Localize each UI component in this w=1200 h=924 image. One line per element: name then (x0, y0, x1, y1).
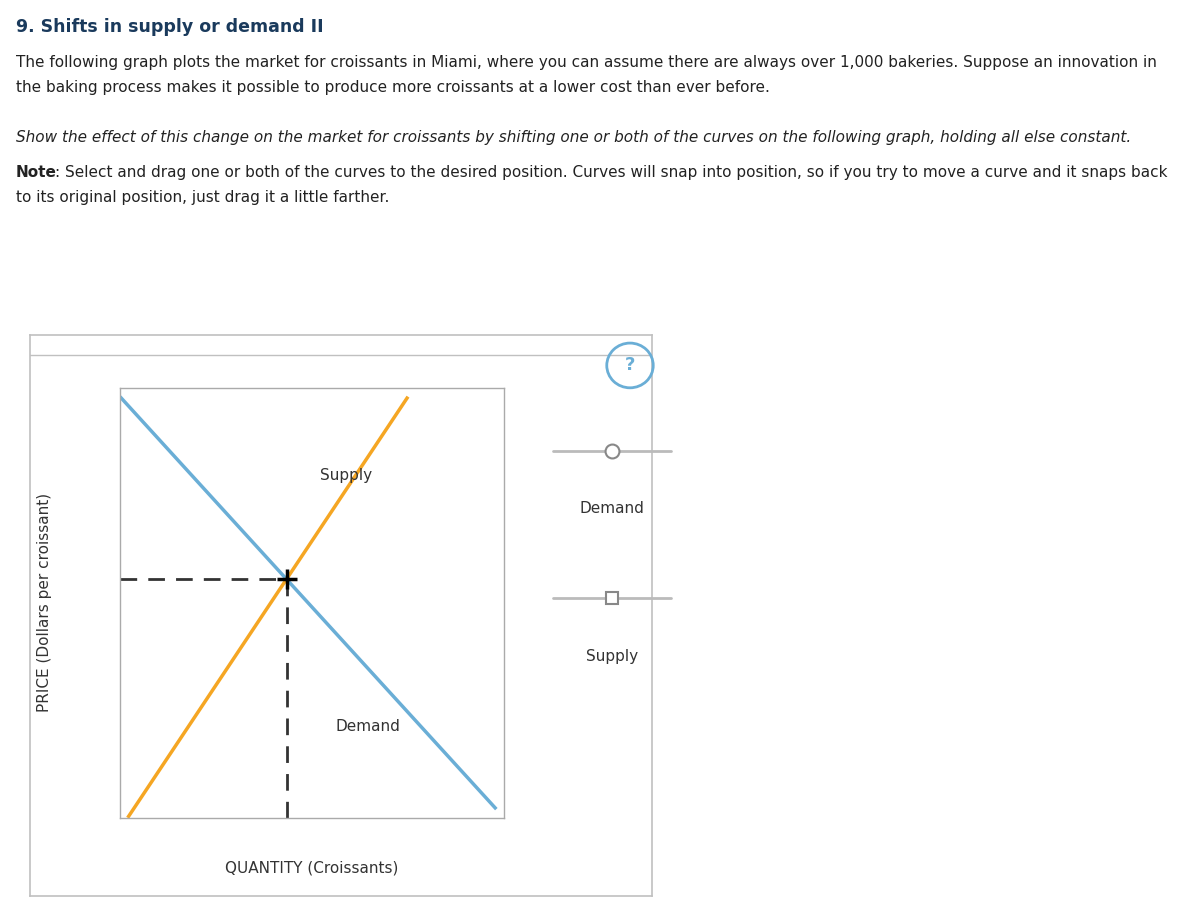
Text: : Select and drag one or both of the curves to the desired position. Curves will: : Select and drag one or both of the cur… (55, 165, 1168, 180)
Text: to its original position, just drag it a little farther.: to its original position, just drag it a… (16, 190, 389, 205)
Text: Note: Note (16, 165, 56, 180)
Text: The following graph plots the market for croissants in Miami, where you can assu: The following graph plots the market for… (16, 55, 1157, 70)
Text: PRICE (Dollars per croissant): PRICE (Dollars per croissant) (37, 493, 52, 712)
Text: Supply: Supply (319, 468, 372, 482)
Text: Demand: Demand (580, 501, 644, 516)
Text: the baking process makes it possible to produce more croissants at a lower cost : the baking process makes it possible to … (16, 80, 769, 95)
Text: ?: ? (625, 357, 635, 374)
Text: Show the effect of this change on the market for croissants by shifting one or b: Show the effect of this change on the ma… (16, 130, 1130, 145)
Text: Supply: Supply (586, 649, 638, 663)
Text: Demand: Demand (335, 719, 400, 734)
Text: 9. Shifts in supply or demand II: 9. Shifts in supply or demand II (16, 18, 323, 36)
Text: QUANTITY (Croissants): QUANTITY (Croissants) (226, 861, 398, 876)
